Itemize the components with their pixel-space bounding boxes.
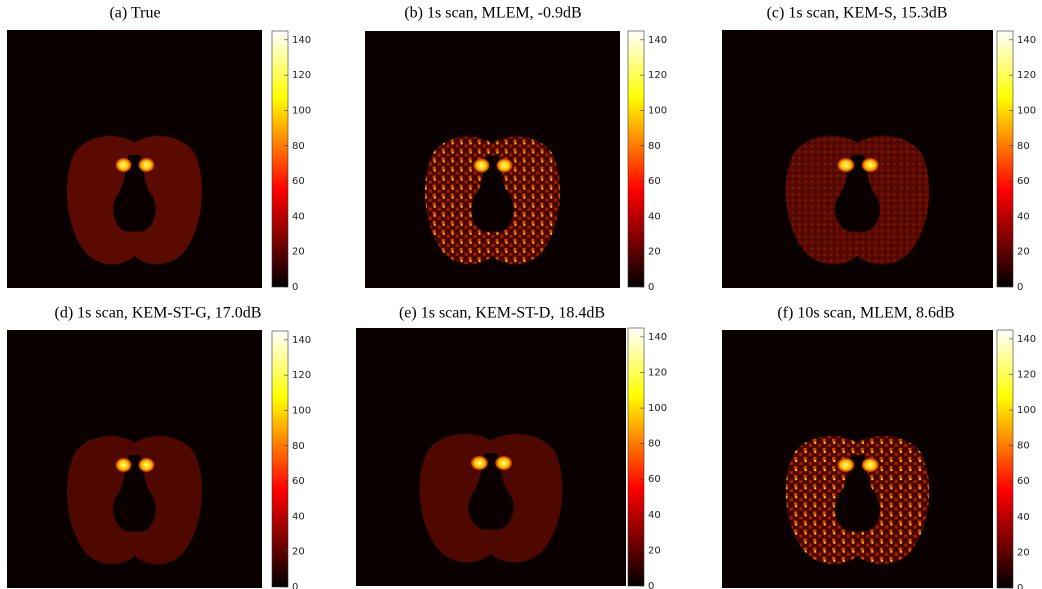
colorbar-tick-label: 80 [648, 141, 661, 152]
panel: (e) 1s scan, KEM-ST-D, 18.4dB 0 20 40 60 80 10… [356, 305, 667, 589]
colorbar [996, 30, 1014, 288]
colorbar-tick-label: 120 [292, 370, 311, 381]
panel: (a) True 0 20 40 60 80 100 120 140 [7, 5, 311, 293]
colorbar-tick-label: 60 [648, 176, 661, 187]
brain [67, 435, 202, 565]
colorbar-tick-label: 0 [292, 582, 298, 589]
hot-spot [861, 457, 879, 473]
colorbar-tick-label: 40 [292, 511, 305, 522]
colorbar [271, 330, 289, 588]
colorbar-tick-label: 120 [1017, 70, 1036, 81]
colorbar-tick-label: 100 [292, 105, 311, 116]
colorbar-tick-label: 60 [292, 176, 305, 187]
colorbar-tick-label: 120 [1017, 369, 1036, 380]
panel-title: (f) 10s scan, MLEM, 8.6dB [777, 305, 954, 322]
brain [785, 435, 930, 565]
hot-spot [138, 457, 155, 473]
colorbar-tick-label: 60 [648, 474, 661, 485]
colorbar-tick-label: 20 [292, 547, 305, 558]
panel-title: (d) 1s scan, KEM-ST-G, 17.0dB [55, 305, 262, 322]
colorbar-tick-label: 80 [648, 439, 661, 450]
brain-image [419, 433, 563, 563]
colorbar-tick-label: 0 [1017, 583, 1023, 589]
panel: (b) 1s scan, MLEM, -0.9dB 0 20 40 60 80 100 120… [365, 5, 667, 293]
colorbar-tick-label: 20 [1017, 547, 1030, 558]
colorbar-tick-label: 120 [292, 70, 311, 81]
colorbar-tick-label: 100 [648, 403, 667, 414]
colorbar-tick-label: 60 [292, 476, 305, 487]
colorbar-tick-label: 140 [292, 35, 311, 46]
colorbar-tick-label: 20 [648, 247, 661, 258]
brain [425, 136, 560, 265]
brain-image [785, 135, 930, 265]
colorbar-tick-label: 40 [1017, 512, 1030, 523]
brain-image [67, 135, 202, 265]
colorbar-tick-label: 20 [1017, 247, 1030, 258]
hot-spot [837, 457, 855, 473]
panel-title: (b) 1s scan, MLEM, -0.9dB [404, 5, 581, 22]
hot-spot [115, 157, 132, 173]
hot-spot [138, 157, 155, 173]
colorbar-tick-label: 0 [292, 282, 298, 293]
panel: (d) 1s scan, KEM-ST-G, 17.0dB 0 20 40 60 80 10… [7, 305, 311, 589]
brain-image [67, 435, 202, 565]
panel: (f) 10s scan, MLEM, 8.6dB 0 20 40 60 80 100 120… [722, 305, 1036, 589]
colorbar-tick-label: 140 [1017, 35, 1036, 46]
panel: (c) 1s scan, KEM-S, 15.3dB 0 20 40 60 80 100 12… [722, 5, 1036, 293]
colorbar-tick-label: 0 [648, 282, 654, 293]
colorbar-tick-label: 20 [292, 247, 305, 258]
colorbar-tick-label: 80 [1017, 441, 1030, 452]
hot-spot [495, 455, 513, 471]
colorbar-tick-label: 140 [292, 335, 311, 346]
colorbar-tick-label: 40 [1017, 211, 1030, 222]
colorbar-tick-label: 120 [648, 367, 667, 378]
colorbar [627, 327, 645, 587]
colorbar-tick-label: 80 [1017, 141, 1030, 152]
colorbar-tick-label: 140 [1017, 334, 1036, 345]
colorbar-tick-label: 40 [648, 510, 661, 521]
colorbar [271, 30, 289, 288]
colorbar-tick-label: 140 [648, 332, 667, 343]
brain [419, 433, 563, 563]
colorbar-tick-label: 100 [292, 405, 311, 416]
colorbar-tick-label: 40 [292, 211, 305, 222]
hot-spot [837, 157, 855, 173]
hot-spot [473, 158, 490, 173]
brain-image [785, 435, 930, 565]
colorbar-tick-label: 120 [648, 70, 667, 81]
panel-title: (e) 1s scan, KEM-ST-D, 18.4dB [399, 305, 605, 322]
panel-title: (a) True [109, 5, 160, 22]
hot-spot [470, 455, 488, 471]
colorbar [627, 30, 645, 288]
colorbar-tick-label: 100 [1017, 405, 1036, 416]
brain [785, 135, 930, 265]
colorbar-tick-label: 100 [1017, 105, 1036, 116]
colorbar-tick-label: 140 [648, 35, 667, 46]
colorbar-tick-label: 60 [1017, 176, 1030, 187]
colorbar-tick-label: 80 [292, 441, 305, 452]
colorbar-tick-label: 20 [648, 545, 661, 556]
brain [67, 135, 202, 265]
colorbar-tick-label: 0 [648, 581, 654, 589]
brain-image [425, 136, 560, 265]
hot-spot [496, 158, 513, 173]
panel-title: (c) 1s scan, KEM-S, 15.3dB [767, 5, 948, 22]
hot-spot [115, 457, 132, 473]
hot-spot [861, 157, 879, 173]
colorbar-tick-label: 0 [1017, 282, 1023, 293]
colorbar-tick-label: 60 [1017, 476, 1030, 487]
colorbar-tick-label: 40 [648, 211, 661, 222]
colorbar-tick-label: 80 [292, 141, 305, 152]
colorbar-tick-label: 100 [648, 105, 667, 116]
colorbar [996, 329, 1014, 589]
